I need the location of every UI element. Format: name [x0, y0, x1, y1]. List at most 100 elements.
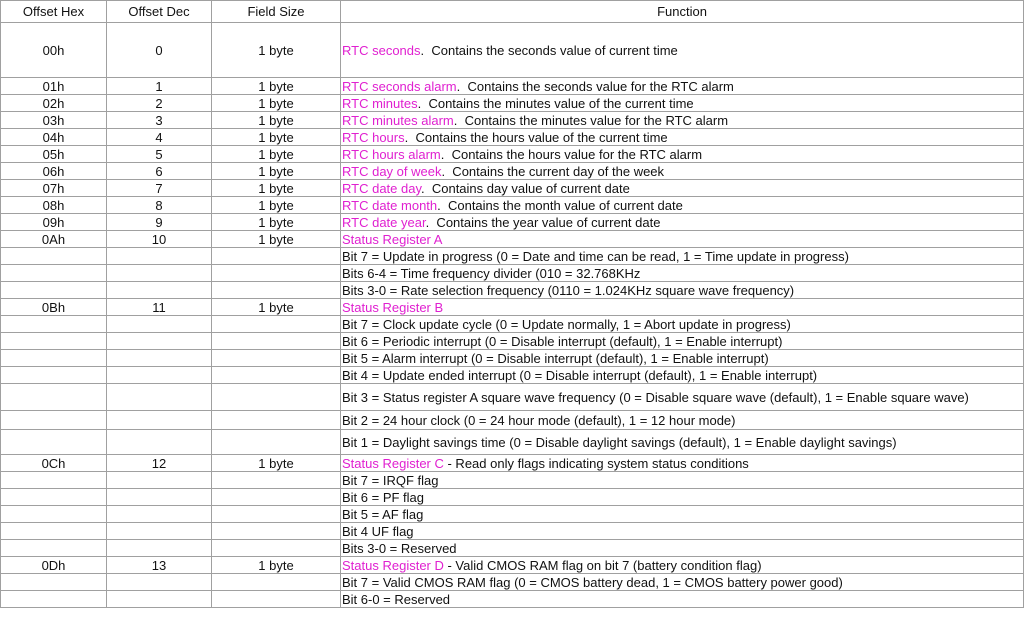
offset-dec: 7 [106, 179, 212, 197]
field-size [211, 383, 341, 411]
offset-dec: 11 [106, 298, 212, 316]
table-row: Bit 7 = Update in progress (0 = Date and… [0, 247, 1024, 265]
function-text: Bit 2 = 24 hour clock (0 = 24 hour mode … [342, 412, 736, 428]
table-row: Bit 7 = Valid CMOS RAM flag (0 = CMOS ba… [0, 573, 1024, 591]
offset-dec [106, 349, 212, 367]
field-size: 1 byte [211, 196, 341, 214]
function-cell: RTC seconds. Contains the seconds value … [340, 22, 1024, 78]
field-size [211, 332, 341, 350]
function-cell: Bit 4 UF flag [340, 522, 1024, 540]
register-name: RTC seconds alarm [342, 78, 457, 94]
offset-hex: 01h [0, 77, 107, 95]
register-name: RTC hours [342, 129, 405, 145]
field-size [211, 247, 341, 265]
function-text: . Contains the hours value for the RTC a… [440, 146, 703, 162]
table-row: 0Bh 11 1 byte Status Register B [0, 298, 1024, 316]
function-cell: RTC minutes alarm. Contains the minutes … [340, 111, 1024, 129]
table-row: 01h 1 1 byte RTC seconds alarm. Contains th… [0, 77, 1024, 95]
offset-hex [0, 488, 107, 506]
function-cell: RTC date year. Contains the year value o… [340, 213, 1024, 231]
offset-hex [0, 383, 107, 411]
function-cell: Bit 7 = IRQF flag [340, 471, 1024, 489]
function-text: . Contains day value of current date [421, 180, 630, 196]
function-cell: Bit 3 = Status register A square wave fr… [340, 383, 1024, 411]
offset-dec [106, 332, 212, 350]
register-name: RTC date day [342, 180, 422, 196]
offset-hex [0, 539, 107, 557]
function-cell: RTC date day. Contains day value of curr… [340, 179, 1024, 197]
register-name: Status Register A [342, 231, 443, 247]
function-cell: Bit 4 = Update ended interrupt (0 = Disa… [340, 366, 1024, 384]
function-cell: Bit 1 = Daylight savings time (0 = Disab… [340, 429, 1024, 455]
offset-dec [106, 429, 212, 455]
offset-hex: 04h [0, 128, 107, 146]
offset-hex [0, 332, 107, 350]
offset-hex [0, 349, 107, 367]
table-row: 04h 4 1 byte RTC hours. Contains the hours … [0, 128, 1024, 146]
function-text: Bits 3-0 = Rate selection frequency (011… [342, 282, 795, 298]
field-size [211, 590, 341, 608]
offset-hex: 06h [0, 162, 107, 180]
function-text: Bit 6 = Periodic interrupt (0 = Disable … [342, 333, 783, 349]
table-row: Bits 3-0 = Rate selection frequency (011… [0, 281, 1024, 299]
function-cell: Bit 7 = Clock update cycle (0 = Update n… [340, 315, 1024, 333]
offset-dec [106, 366, 212, 384]
offset-hex [0, 315, 107, 333]
table-body: 00h 0 1 byte RTC seconds. Contains the seco… [0, 22, 1024, 608]
function-text: . Contains the hours value of the curren… [404, 129, 668, 145]
field-size [211, 410, 341, 430]
function-cell: Status Register A [340, 230, 1024, 248]
header-row: Offset Hex Offset Dec Field Size Functio… [0, 0, 1024, 23]
function-cell: Status Register C - Read only flags indi… [340, 454, 1024, 472]
function-cell: RTC hours. Contains the hours value of t… [340, 128, 1024, 146]
offset-dec [106, 488, 212, 506]
offset-dec: 1 [106, 77, 212, 95]
field-size [211, 471, 341, 489]
offset-dec: 6 [106, 162, 212, 180]
table-row: Bit 6 = Periodic interrupt (0 = Disable … [0, 332, 1024, 350]
field-size [211, 366, 341, 384]
table-row: 06h 6 1 byte RTC day of week. Contains the … [0, 162, 1024, 180]
function-text: . Contains the minutes value of the curr… [417, 95, 694, 111]
offset-hex: 0Ah [0, 230, 107, 248]
field-size: 1 byte [211, 556, 341, 574]
field-size: 1 byte [211, 230, 341, 248]
function-text: - Valid CMOS RAM flag on bit 7 (battery … [443, 557, 762, 573]
offset-dec: 5 [106, 145, 212, 163]
function-cell: Bits 3-0 = Reserved [340, 539, 1024, 557]
offset-dec [106, 315, 212, 333]
offset-hex: 09h [0, 213, 107, 231]
offset-hex [0, 281, 107, 299]
function-cell: Status Register B [340, 298, 1024, 316]
function-text: Bit 6-0 = Reserved [342, 591, 451, 607]
function-text: Bit 1 = Daylight savings time (0 = Disab… [342, 434, 897, 450]
function-text: Bit 7 = Update in progress (0 = Date and… [342, 248, 849, 264]
function-text: Bit 5 = Alarm interrupt (0 = Disable int… [342, 350, 769, 366]
offset-hex: 0Bh [0, 298, 107, 316]
function-cell: Bits 6-4 = Time frequency divider (010 =… [340, 264, 1024, 282]
table-row: Bits 3-0 = Reserved [0, 539, 1024, 557]
table-row: Bit 7 = Clock update cycle (0 = Update n… [0, 315, 1024, 333]
function-text: . Contains the seconds value of current … [420, 42, 678, 58]
field-size [211, 505, 341, 523]
offset-hex: 03h [0, 111, 107, 129]
offset-dec [106, 573, 212, 591]
offset-dec: 8 [106, 196, 212, 214]
function-text: Bit 4 = Update ended interrupt (0 = Disa… [342, 367, 818, 383]
table-row: 00h 0 1 byte RTC seconds. Contains the seco… [0, 22, 1024, 78]
function-text: - Read only flags indicating system stat… [443, 455, 749, 471]
column-header: Offset Hex [0, 0, 107, 23]
table-row: Bit 6-0 = Reserved [0, 590, 1024, 608]
function-text: Bit 7 = Valid CMOS RAM flag (0 = CMOS ba… [342, 574, 843, 590]
offset-dec: 0 [106, 22, 212, 78]
function-text: Bits 6-4 = Time frequency divider (010 =… [342, 265, 641, 281]
function-cell: Bits 3-0 = Rate selection frequency (011… [340, 281, 1024, 299]
offset-dec [106, 505, 212, 523]
table-row: 05h 5 1 byte RTC hours alarm. Contains the … [0, 145, 1024, 163]
offset-hex [0, 264, 107, 282]
offset-hex [0, 410, 107, 430]
offset-hex: 07h [0, 179, 107, 197]
function-text: Bit 5 = AF flag [342, 506, 424, 522]
field-size: 1 byte [211, 179, 341, 197]
